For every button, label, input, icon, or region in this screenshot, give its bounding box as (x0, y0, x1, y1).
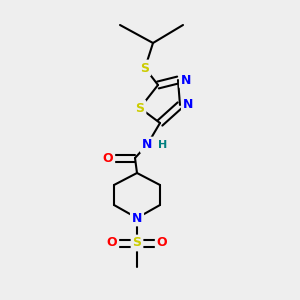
Text: N: N (132, 212, 142, 224)
Text: O: O (103, 152, 113, 164)
Text: S: S (133, 236, 142, 250)
Text: N: N (181, 74, 191, 86)
Text: O: O (107, 236, 117, 250)
Text: N: N (183, 98, 193, 112)
Text: S: S (136, 101, 145, 115)
Text: O: O (157, 236, 167, 250)
Text: N: N (142, 139, 152, 152)
Text: S: S (140, 61, 149, 74)
Text: H: H (158, 140, 168, 150)
